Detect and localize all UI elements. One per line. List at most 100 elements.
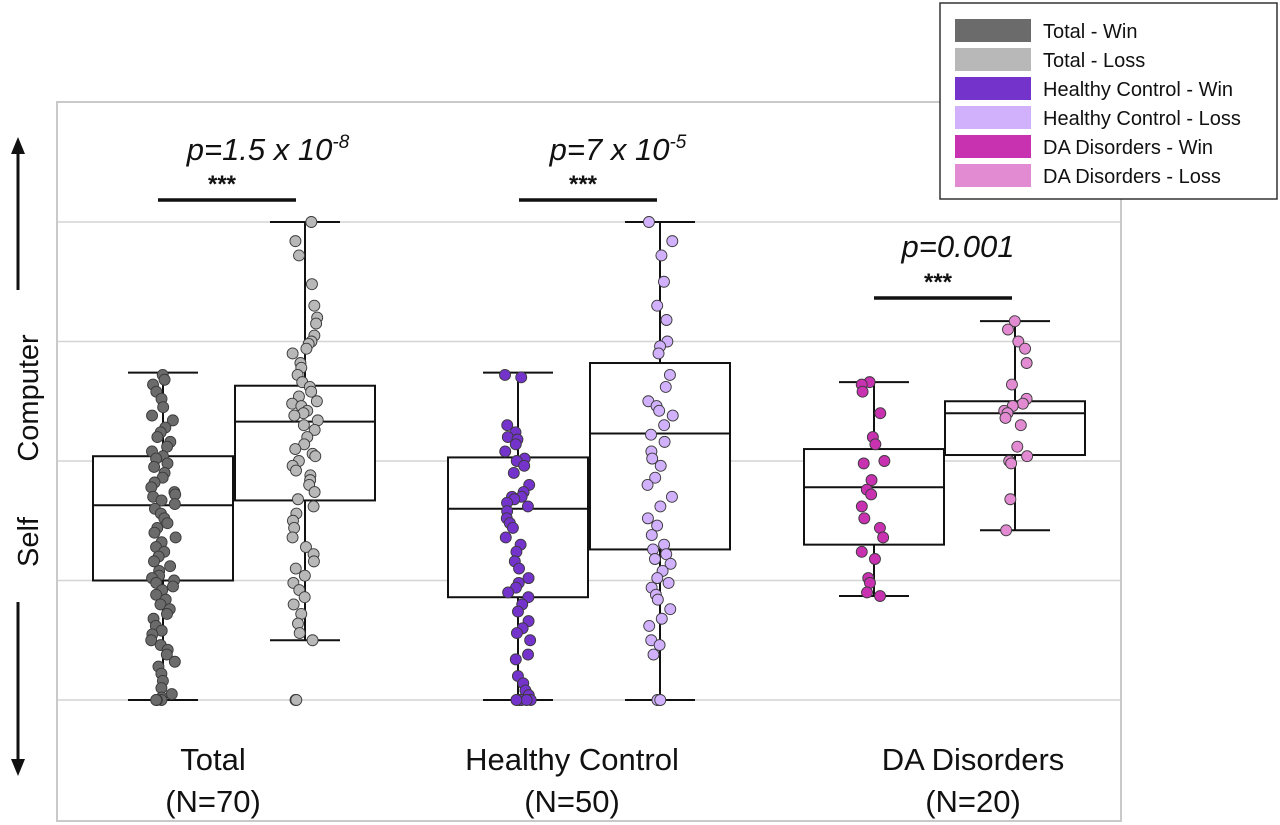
data-point — [865, 488, 878, 501]
data-point — [161, 517, 174, 530]
legend-label: DA Disorders - Loss — [1043, 166, 1221, 188]
data-point — [869, 553, 881, 565]
data-point — [305, 216, 318, 228]
data-point — [1019, 342, 1032, 355]
data-point — [645, 529, 658, 542]
data-point — [292, 493, 304, 506]
legend-item: Healthy Control - Win — [955, 77, 1233, 101]
data-point — [293, 627, 306, 640]
data-point — [654, 500, 667, 513]
data-point — [652, 347, 665, 360]
data-point — [654, 459, 667, 472]
box-loss — [944, 315, 1086, 537]
legend-label: Healthy Control - Loss — [1043, 108, 1241, 130]
data-point — [857, 457, 870, 470]
group-total: *** p=1.5 x 10-8 Total (N=70) — [92, 132, 376, 819]
data-point — [506, 521, 519, 534]
data-point — [166, 414, 179, 427]
data-point — [288, 409, 301, 422]
data-point — [160, 648, 173, 661]
p-value: p=1.5 x 10-8 — [186, 132, 350, 167]
data-point — [151, 431, 164, 444]
down-arrow-head — [11, 759, 25, 776]
data-point — [293, 249, 305, 262]
data-point — [308, 486, 321, 499]
group-healthy-control: *** p=7 x 10-5 Healthy Control (N=50) — [447, 132, 731, 819]
legend-label: DA Disorders - Win — [1043, 137, 1213, 159]
data-point — [509, 653, 522, 666]
significance-stars: *** — [569, 171, 598, 198]
legend: Total - Win Total - Loss Healthy Control -… — [939, 2, 1278, 200]
data-point — [515, 371, 528, 384]
legend-swatch — [955, 77, 1031, 100]
legend-item: Total - Win — [955, 19, 1137, 43]
data-point — [161, 608, 173, 620]
legend-swatch — [955, 48, 1031, 71]
data-point — [655, 249, 668, 262]
data-point — [169, 531, 182, 544]
data-point — [305, 278, 318, 291]
data-point — [861, 586, 873, 599]
data-point — [521, 500, 534, 513]
data-point — [649, 471, 662, 484]
data-point — [869, 438, 882, 451]
data-point — [164, 560, 177, 573]
data-point — [648, 553, 661, 565]
legend-item: Total - Loss — [955, 48, 1145, 72]
legend-item: DA Disorders - Loss — [955, 164, 1221, 188]
legend-item: DA Disorders - Win — [955, 135, 1213, 159]
significance-stars: *** — [924, 269, 953, 296]
legend-swatch — [955, 164, 1031, 187]
data-point — [286, 347, 299, 360]
data-point — [157, 401, 170, 414]
box-win — [447, 369, 589, 706]
box-loss — [589, 216, 731, 706]
plot-frame — [56, 101, 1122, 822]
data-point — [499, 445, 512, 458]
data-point — [858, 512, 871, 525]
data-point — [507, 467, 520, 479]
data-point — [653, 404, 666, 417]
group-label: Healthy Control — [465, 742, 679, 777]
data-point — [155, 494, 168, 507]
data-point — [300, 342, 313, 355]
data-point — [308, 299, 321, 312]
box-groups: *** p=1.5 x 10-8 Total (N=70) *** p=7 x 10-5 H… — [92, 132, 1086, 819]
data-point — [1021, 450, 1034, 463]
legend-swatch — [955, 135, 1031, 158]
data-point — [1005, 457, 1018, 470]
data-point — [167, 580, 179, 593]
data-point — [150, 694, 163, 706]
data-point — [999, 412, 1012, 424]
group-n-label: (N=20) — [925, 784, 1021, 819]
data-point — [664, 603, 677, 616]
data-point — [641, 512, 654, 525]
data-point — [309, 450, 322, 463]
data-point — [643, 619, 656, 632]
data-point — [653, 639, 666, 651]
data-point — [502, 586, 515, 599]
data-point — [651, 299, 664, 312]
group-label: Total — [180, 742, 245, 777]
data-point — [665, 490, 678, 503]
data-point — [148, 461, 161, 473]
data-point — [518, 459, 531, 472]
data-point — [641, 478, 654, 491]
data-point — [1008, 315, 1021, 328]
data-point — [522, 648, 534, 661]
data-point — [501, 419, 514, 432]
data-point — [666, 235, 679, 248]
data-point — [168, 655, 181, 668]
data-point — [1002, 323, 1014, 336]
y-axis-direction: Computer Self — [11, 137, 45, 776]
significance-stars: *** — [208, 171, 237, 198]
legend-label: Healthy Control - Win — [1043, 79, 1233, 101]
data-point — [1011, 440, 1024, 453]
data-point — [145, 634, 158, 647]
p-value: p=0.001 — [901, 229, 1015, 264]
data-point — [524, 634, 537, 647]
data-point — [520, 694, 533, 706]
data-point — [1000, 524, 1013, 537]
legend-label: Total - Win — [1043, 21, 1137, 43]
data-point — [289, 235, 302, 248]
